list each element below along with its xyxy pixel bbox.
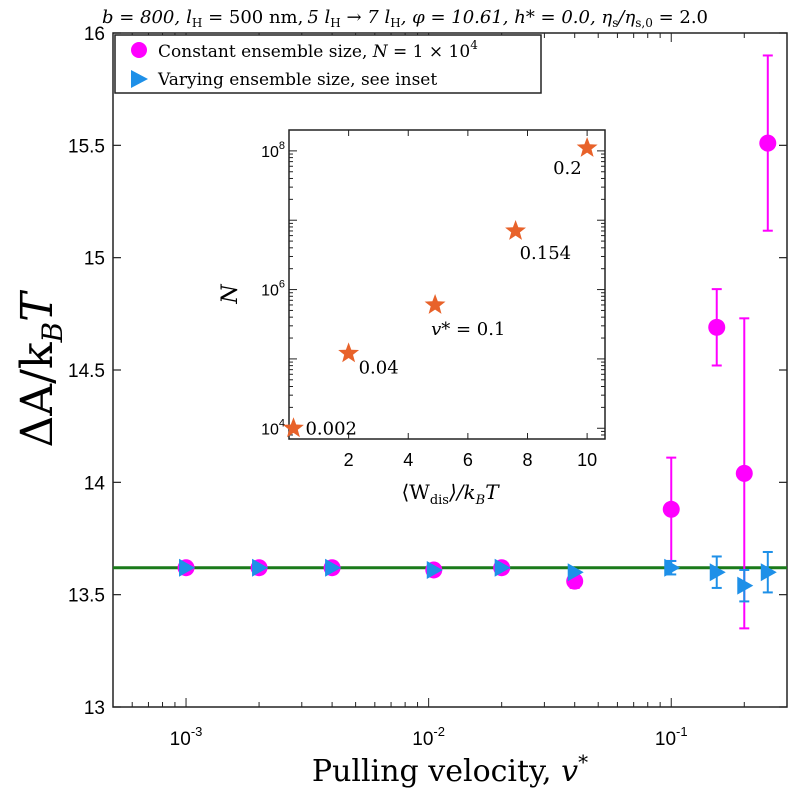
constant-point [662, 500, 680, 518]
main-marks [177, 54, 777, 630]
varying-point [252, 558, 269, 577]
constant-point [708, 318, 726, 336]
inset-ticks: 2 4 6 8 10 104 106 108 [261, 129, 605, 470]
y-axis-label: ΔA/kBT [12, 289, 69, 448]
varying-point [664, 558, 681, 577]
inset-point-label: 0.002 [305, 418, 357, 439]
legend-marker-triangle [131, 70, 148, 88]
varying-point [494, 558, 511, 577]
main-ticks: 13 13.5 14 14.5 15 15.5 16 10-3 10-2 10-1 [68, 24, 787, 750]
constant-point [759, 134, 777, 152]
x-tick-label: 10-1 [655, 724, 688, 750]
inset-x-axis-label: ⟨Wdis⟩/kBT [401, 480, 500, 508]
inset-star-point [424, 294, 446, 314]
inset-x-tick-label: 8 [522, 450, 532, 470]
y-tick-label: 15 [84, 249, 105, 270]
inset-marks: 0.002 0.04 v* = 0.1 0.154 0.2 [283, 137, 598, 439]
inset-star-point [576, 137, 598, 157]
inset-x-tick-label: 2 [344, 450, 354, 470]
inset-y-axis-label: N [218, 284, 243, 305]
inset-point-label: v* = 0.1 [431, 319, 505, 340]
inset-frame [288, 129, 606, 440]
inset-point-label: 0.154 [520, 243, 572, 264]
legend-label-varying: Varying ensemble size, see inset [157, 70, 437, 90]
inset-x-tick-label: 10 [577, 450, 597, 470]
inset-y-tick-label: 104 [261, 417, 285, 438]
legend-box [114, 34, 542, 94]
x-tick-label: 10-2 [412, 724, 445, 750]
varying-point [567, 563, 584, 582]
y-tick-label: 14.5 [68, 361, 105, 382]
inset-x-tick-label: 4 [403, 450, 413, 470]
y-tick-label: 13.5 [68, 586, 105, 607]
inset-star-point [338, 342, 360, 363]
inset-star-point [505, 220, 526, 240]
inset-x-tick-label: 6 [463, 450, 473, 470]
y-tick-label: 16 [84, 24, 105, 45]
varying-point [737, 576, 754, 595]
legend-marker-circle [131, 42, 147, 58]
inset-point-label: 0.04 [359, 357, 399, 378]
varying-point [426, 560, 443, 579]
inset-point-label: 0.2 [553, 158, 582, 179]
legend: Constant ensemble size, N = 1 × 104 Vary… [114, 34, 542, 94]
varying-point [179, 558, 196, 577]
x-axis-label: Pulling velocity, v* [312, 750, 588, 789]
varying-point [760, 563, 777, 582]
inset-y-tick-label: 106 [261, 279, 285, 300]
y-tick-label: 15.5 [68, 136, 105, 157]
inset-star-point [283, 417, 304, 438]
varying-point [709, 563, 726, 582]
inset-y-tick-label: 108 [261, 140, 285, 161]
y-tick-label: 13 [84, 698, 105, 719]
varying-point [325, 558, 342, 577]
x-tick-label: 10-3 [170, 724, 203, 750]
chart-title: b = 800, lH = 500 nm, 5 lH → 7 lH, φ = 10.… [102, 7, 708, 30]
y-tick-label: 14 [84, 473, 106, 494]
legend-label-constant: Constant ensemble size, N = 1 × 104 [158, 38, 478, 62]
constant-point [735, 464, 753, 482]
